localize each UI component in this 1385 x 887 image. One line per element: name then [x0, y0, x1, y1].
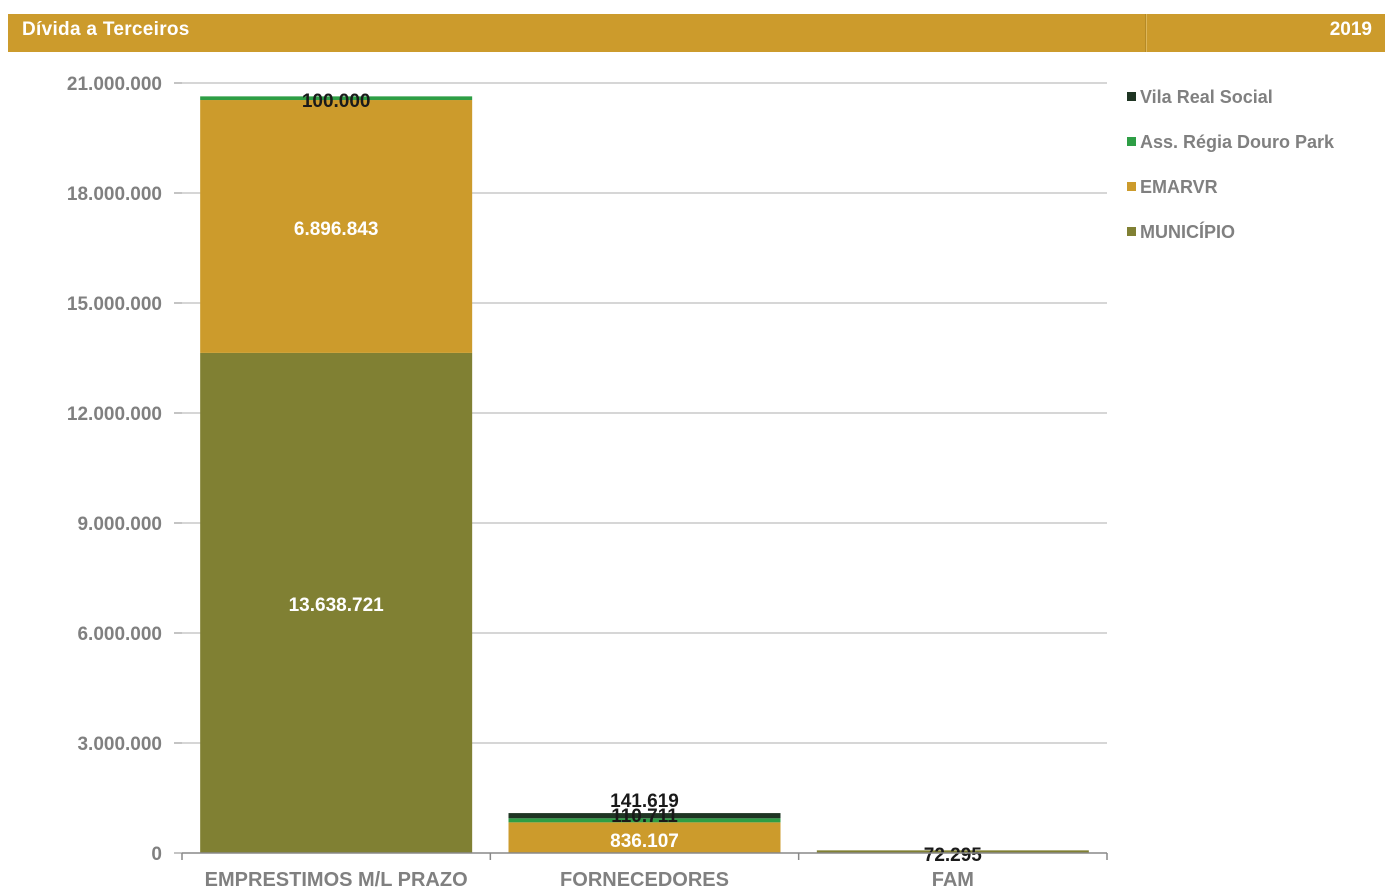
bar-segment-munic-pio: [200, 352, 473, 853]
data-label: 13.638.721: [289, 595, 385, 616]
y-tick-label: 21.000.000: [67, 74, 162, 95]
y-tick-label: 9.000.000: [77, 514, 162, 535]
data-label: 110.711: [611, 806, 678, 827]
bar-segment-ass-r-gia-douro-park: [508, 818, 781, 823]
y-tick-label: 3.000.000: [77, 734, 162, 755]
legend-label: MUNICÍPIO: [1140, 221, 1235, 242]
legend-swatch: [1127, 182, 1136, 191]
legend-swatch: [1127, 92, 1136, 101]
bar-segment-vila-real-social: [508, 813, 781, 819]
legend-label: Vila Real Social: [1140, 87, 1273, 107]
x-category-label: FORNECEDORES: [560, 869, 729, 887]
legend-label: EMARVR: [1140, 177, 1218, 197]
y-tick-label: 6.000.000: [77, 624, 162, 645]
title-bar: Dívida a Terceiros 2019: [8, 14, 1385, 52]
data-label: 6.896.843: [294, 219, 379, 240]
year-label: 2019: [1329, 19, 1372, 40]
x-category-label: EMPRESTIMOS M/L PRAZO: [205, 869, 468, 887]
data-label: 141.619: [610, 791, 679, 812]
bar-segment-munic-pio: [816, 850, 1089, 853]
legend-label: Ass. Régia Douro Park: [1140, 132, 1335, 152]
bar-segment-emarvr: [508, 822, 781, 853]
data-label: 836.107: [610, 831, 679, 852]
y-tick-label: 15.000.000: [67, 294, 162, 315]
y-tick-label: 12.000.000: [67, 404, 162, 425]
year-box: 2019: [1145, 14, 1385, 52]
bar-segment-emarvr: [200, 100, 473, 353]
y-tick-label: 18.000.000: [67, 184, 162, 205]
legend-swatch: [1127, 227, 1136, 236]
data-label: 72.295: [924, 845, 983, 866]
chart-title: Dívida a Terceiros: [22, 19, 190, 40]
legend-swatch: [1127, 137, 1136, 146]
bar-segment-ass-r-gia-douro-park: [200, 96, 473, 101]
x-category-label: FAM: [932, 869, 974, 887]
y-tick-label: 0: [151, 844, 162, 865]
data-label: 100.000: [302, 91, 371, 112]
